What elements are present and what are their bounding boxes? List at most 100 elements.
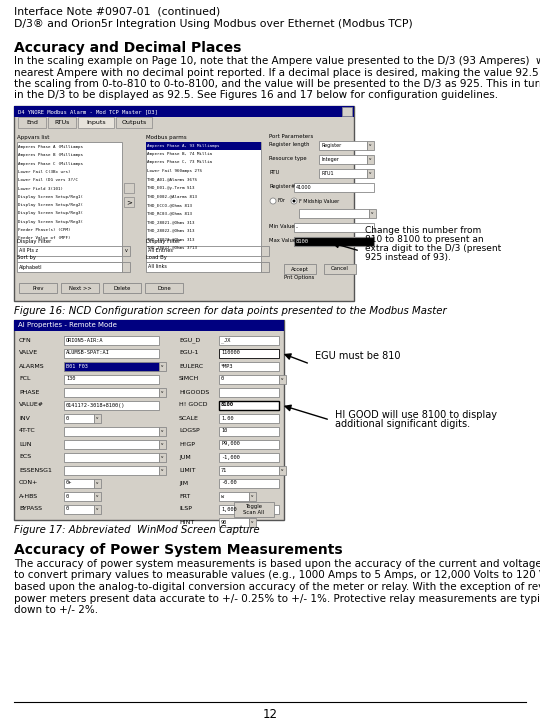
Text: All Entries: All Entries [148,248,173,253]
Text: EULERC: EULERC [179,364,203,369]
Bar [116,117,152,128]
Bar [319,155,367,164]
Bar [64,466,159,475]
Bar [249,492,256,501]
Text: v: v [371,212,373,215]
Text: Next >>: Next >> [69,286,91,290]
Text: LUN: LUN [19,441,31,446]
Text: Interface Note #0907-01  (continued): Interface Note #0907-01 (continued) [14,6,220,16]
Text: EGU-1: EGU-1 [179,351,198,356]
Text: Integer: Integer [321,157,339,162]
Text: 1,000: 1,000 [221,506,237,511]
Text: THD_28022-@Ohms 313: THD_28022-@Ohms 313 [147,228,194,233]
Text: Sort by: Sort by [17,255,36,260]
Text: All Pts z: All Pts z [19,248,38,253]
Bar [14,320,284,331]
Text: The accuracy of power system measurements is based upon the accuracy of the curr: The accuracy of power system measurement… [14,559,540,569]
Text: B01 F03: B01 F03 [66,364,88,369]
Text: v: v [369,143,372,148]
Bar [124,183,134,193]
Text: Display Screen Setup/Reg3(: Display Screen Setup/Reg3( [18,220,83,224]
Bar [159,466,166,475]
Text: RTU1: RTU1 [321,171,334,176]
Text: Feeder Phase(s) (CPM): Feeder Phase(s) (CPM) [18,228,71,232]
Text: Amperes Phase C (Milliamps: Amperes Phase C (Milliamps [18,161,83,166]
Text: Pnt Options: Pnt Options [284,275,314,280]
Bar [17,246,122,256]
Text: 0: 0 [66,506,69,511]
Text: 0+: 0+ [66,480,72,485]
Text: v: v [161,442,164,446]
Text: THD_RC03-@Ohms 813: THD_RC03-@Ohms 813 [147,212,192,215]
Text: THD_A01-@Alarms 36?S: THD_A01-@Alarms 36?S [147,178,197,181]
Text: 10: 10 [221,428,227,433]
Text: to convert primary values to measurable values (e.g., 1000 Amps to 5 Amps, or 12: to convert primary values to measurable … [14,570,540,580]
Bar [94,414,101,423]
Bar [18,117,46,128]
Text: ALARMS: ALARMS [19,364,45,369]
Bar [219,375,279,384]
Bar [19,283,57,293]
Bar [219,362,279,371]
Bar [94,492,101,501]
Text: SIMCH: SIMCH [179,377,199,382]
Text: Delete: Delete [113,286,131,290]
Text: Figure 16: NCD Configuration screen for data points presented to the Modbus Mast: Figure 16: NCD Configuration screen for … [14,306,447,316]
Bar [294,183,374,192]
Text: 110000: 110000 [221,351,240,356]
Bar [219,440,279,449]
Text: Done: Done [157,286,171,290]
Bar [64,414,94,423]
Bar [159,362,166,371]
Text: v: v [369,171,372,176]
Text: INV: INV [19,415,30,420]
Text: nearest Ampere with no decimal point reported. If a decimal place is desired, ma: nearest Ampere with no decimal point rep… [14,68,540,78]
Text: JIM: JIM [179,480,188,485]
Bar [14,106,354,301]
Text: Amperes Phase B (Milliamps: Amperes Phase B (Milliamps [18,153,83,157]
Text: Resource type: Resource type [269,156,307,161]
Text: CFN: CFN [19,338,32,343]
Bar [219,492,249,501]
Bar [64,505,94,514]
Text: ESSENSG1: ESSENSG1 [19,467,52,472]
Bar [369,209,376,218]
Text: AI Properties - Remote Mode: AI Properties - Remote Mode [18,323,117,328]
Text: D/3® and Orion5r Integration Using Modbus over Ethernet (Modbus TCP): D/3® and Orion5r Integration Using Modbu… [14,19,413,29]
Text: THD_E002-@Alarms 813: THD_E002-@Alarms 813 [147,194,197,199]
Text: Accuracy of Power System Measurements: Accuracy of Power System Measurements [14,543,342,557]
Bar [279,375,286,384]
Bar [64,375,159,384]
Text: LOGSP: LOGSP [179,428,200,433]
Bar [294,223,374,232]
Text: 0: 0 [221,377,224,382]
Text: Lower Fail (DG vers 3?/C: Lower Fail (DG vers 3?/C [18,179,78,182]
Text: 8100: 8100 [221,402,234,408]
Text: A-HBS: A-HBS [19,493,38,498]
Text: v: v [161,455,164,459]
Text: v: v [96,494,99,498]
Text: HINT: HINT [179,520,194,524]
Bar [159,388,166,397]
Bar [145,283,183,293]
Bar [219,453,279,462]
Text: Amperes Phase A, 93 Milliamps: Amperes Phase A, 93 Milliamps [147,144,219,148]
Text: 0: 0 [66,415,69,420]
Text: -0.00: -0.00 [221,480,237,485]
Text: 71: 71 [221,467,227,472]
Bar [64,336,159,345]
Bar [219,336,279,345]
Text: Amperes Phase B, 74 Millia: Amperes Phase B, 74 Millia [147,152,212,156]
Bar [219,349,279,358]
Circle shape [270,198,276,204]
Text: v: v [125,248,127,253]
Bar [261,262,269,272]
Text: THD_28022-@Ohms 313: THD_28022-@Ohms 313 [147,237,194,241]
Bar [146,246,261,256]
Bar [124,197,134,207]
Bar [64,479,94,488]
Text: EGU must be 810: EGU must be 810 [315,351,401,361]
Bar [219,401,279,410]
Text: SCALE: SCALE [179,415,199,420]
Bar [219,479,279,488]
